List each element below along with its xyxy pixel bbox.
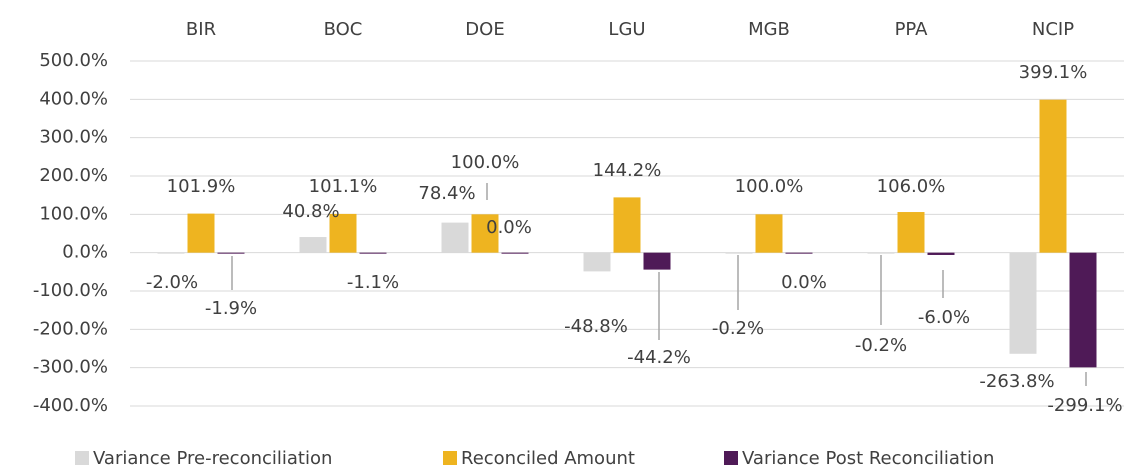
bar	[471, 214, 499, 253]
y-tick-label: -400.0%	[33, 395, 108, 416]
bar	[441, 222, 469, 253]
data-label: -1.1%	[347, 272, 399, 293]
bar	[785, 252, 813, 254]
bar	[725, 252, 753, 254]
x-tick-label: LGU	[608, 19, 645, 40]
data-label: 78.4%	[418, 183, 475, 204]
y-tick-label: 400.0%	[39, 88, 108, 109]
legend-swatch	[75, 451, 89, 465]
bar	[867, 252, 895, 254]
bar	[299, 237, 327, 253]
bar	[1009, 252, 1037, 354]
data-label: 101.9%	[167, 176, 236, 197]
data-label: 40.8%	[282, 201, 339, 222]
data-label: 100.0%	[451, 152, 520, 173]
y-tick-label: -300.0%	[33, 357, 108, 378]
x-tick-label: NCIP	[1032, 19, 1074, 40]
y-tick-label: 200.0%	[39, 165, 108, 186]
data-label: -44.2%	[627, 347, 691, 368]
data-label: -48.8%	[564, 316, 628, 337]
x-tick-label: MGB	[748, 19, 790, 40]
data-label: 399.1%	[1019, 62, 1088, 83]
bar	[583, 252, 611, 272]
bar	[927, 252, 955, 255]
data-label: -6.0%	[918, 307, 970, 328]
bar	[329, 213, 357, 253]
bar	[359, 252, 387, 254]
y-tick-label: 300.0%	[39, 127, 108, 148]
y-tick-label: -100.0%	[33, 280, 108, 301]
x-tick-label: BIR	[186, 19, 216, 40]
data-label: 0.0%	[486, 217, 532, 238]
data-label: -2.0%	[146, 272, 198, 293]
data-label: 144.2%	[593, 160, 662, 181]
data-label: 106.0%	[877, 176, 946, 197]
bar	[157, 252, 185, 254]
x-tick-label: PPA	[895, 19, 929, 40]
bar	[501, 252, 529, 254]
bar	[217, 252, 245, 254]
legend-label: Reconciled Amount	[461, 448, 635, 468]
legend-swatch	[724, 451, 738, 465]
bar	[897, 212, 925, 253]
bar	[643, 252, 671, 270]
bar	[187, 213, 215, 253]
data-label: -1.9%	[205, 298, 257, 319]
bar	[755, 214, 783, 253]
y-tick-label: 0.0%	[62, 242, 108, 263]
legend-label: Variance Post Reconciliation	[742, 448, 994, 468]
data-label: 100.0%	[735, 176, 804, 197]
data-label: 0.0%	[781, 272, 827, 293]
x-tick-label: DOE	[465, 19, 504, 40]
bar	[613, 197, 641, 253]
y-tick-label: -200.0%	[33, 318, 108, 339]
data-label: -299.1%	[1047, 395, 1122, 416]
y-tick-label: 100.0%	[39, 203, 108, 224]
data-label: -0.2%	[712, 318, 764, 339]
x-tick-label: BOC	[324, 19, 363, 40]
bar	[1039, 99, 1067, 253]
data-label: 101.1%	[309, 176, 378, 197]
legend-swatch	[443, 451, 457, 465]
y-tick-label: 500.0%	[39, 50, 108, 71]
data-label: -263.8%	[979, 371, 1054, 392]
bar	[1069, 252, 1097, 368]
legend-label: Variance Pre-reconciliation	[93, 448, 332, 468]
data-label: -0.2%	[855, 335, 907, 356]
